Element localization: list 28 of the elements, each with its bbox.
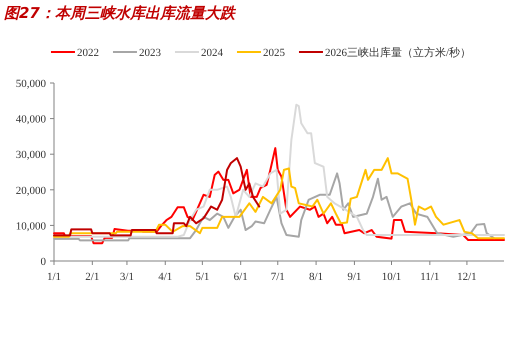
y-tick-label: 30,000 [16, 149, 46, 162]
y-tick-label: 50,000 [16, 78, 46, 90]
x-tick-label: 11/1 [420, 271, 440, 283]
chart-title: 图27：本周三峡水库出库流量大跌 [4, 4, 237, 22]
line-series [53, 157, 505, 240]
x-tick-label: 8/1 [309, 271, 324, 283]
line-series [53, 157, 260, 236]
legend-label: 2022 [76, 47, 99, 59]
x-tick-label: 5/1 [195, 271, 210, 283]
y-tick-label: 20,000 [16, 184, 46, 197]
x-tick-label: 6/1 [234, 271, 248, 283]
legend-label: 2025 [262, 47, 286, 59]
line-series [53, 172, 496, 242]
x-tick-label: 4/1 [158, 271, 172, 283]
x-tick-label: 12/1 [457, 271, 477, 283]
x-tick-label: 2/1 [85, 271, 100, 283]
y-tick-label: 40,000 [16, 114, 46, 126]
x-tick-label: 7/1 [270, 271, 285, 283]
legend-label: 2026三峡出库量（立方米/秒） [324, 46, 472, 59]
x-tick-label: 3/1 [120, 271, 134, 283]
x-tick-label: 1/1 [46, 271, 62, 283]
y-tick-label: 0 [40, 256, 46, 268]
y-tick-label: 10,000 [16, 220, 46, 232]
legend-label: 2023 [138, 47, 162, 59]
x-tick-label: 9/1 [347, 271, 362, 283]
x-tick-label: 10/1 [382, 271, 402, 283]
legend-label: 2024 [200, 47, 224, 59]
line-series [53, 147, 505, 244]
